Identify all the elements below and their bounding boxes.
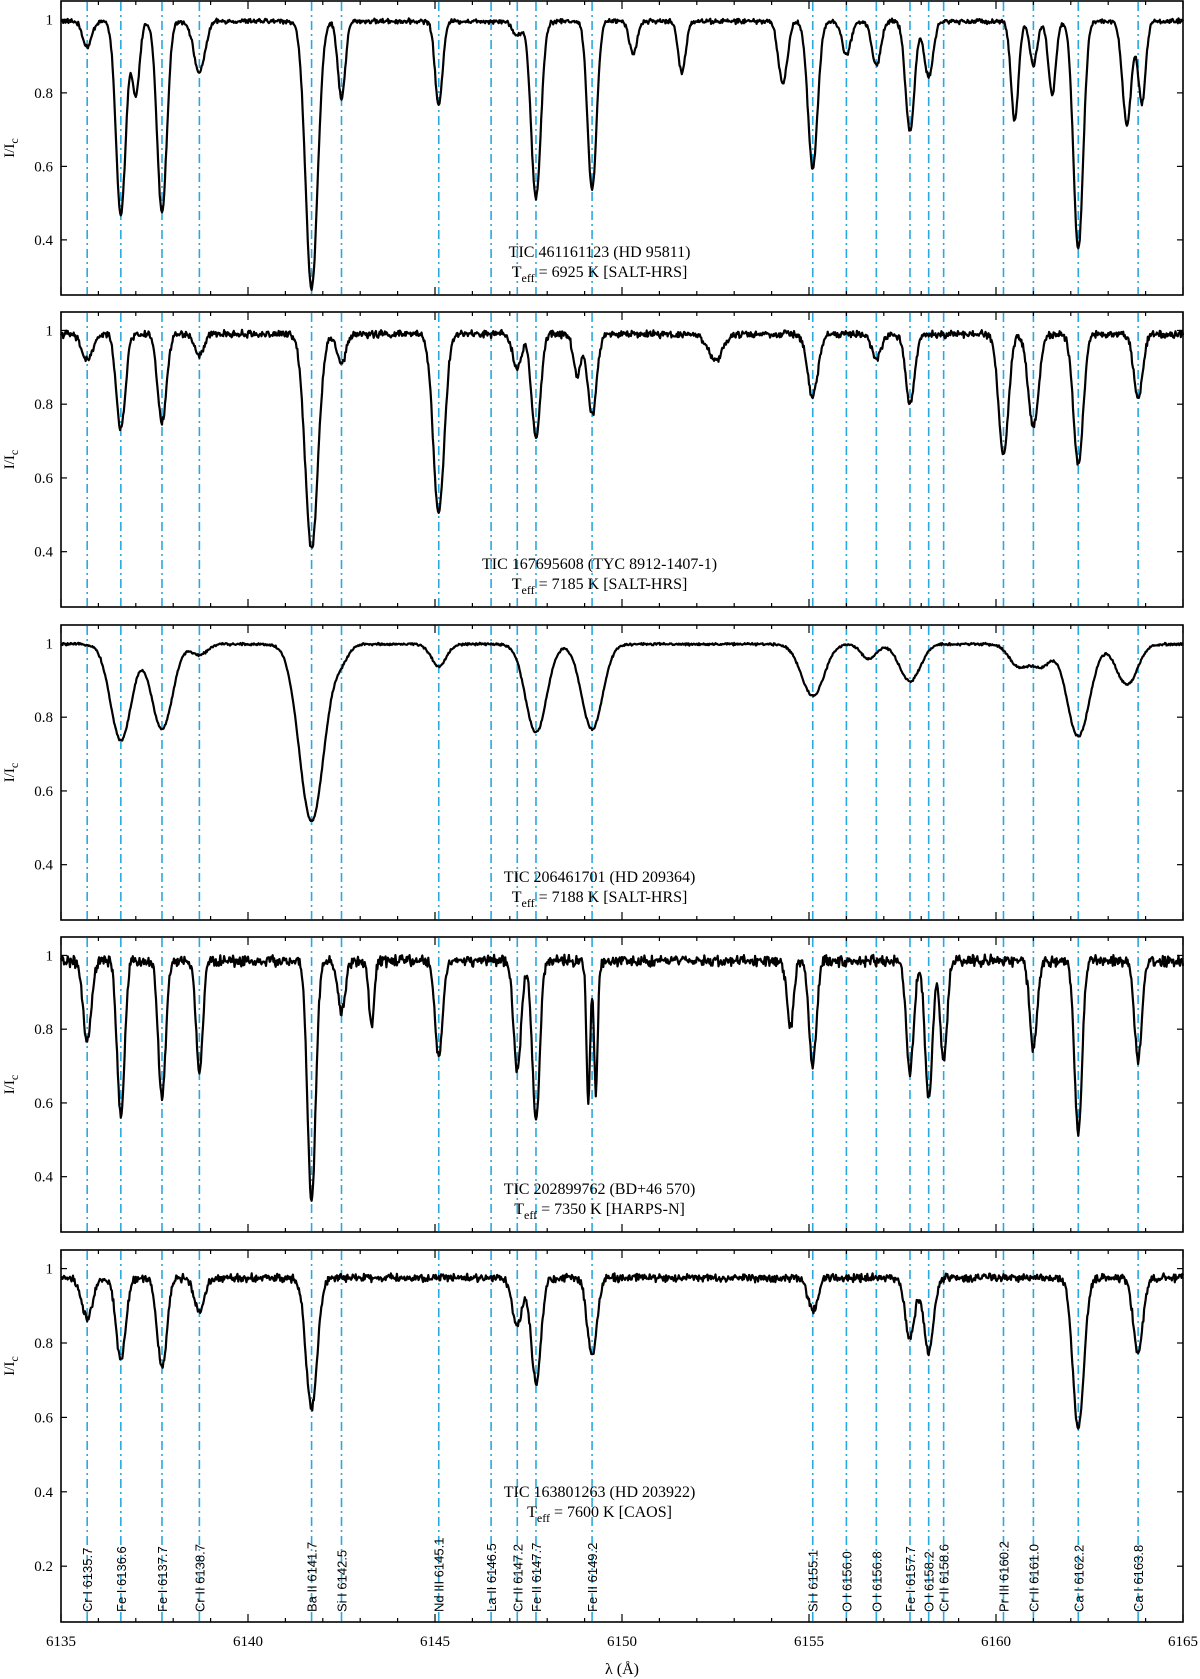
teff-label: Teff = 7188 K [SALT-HRS] [512,889,688,910]
y-tick-label: 0.8 [34,1022,53,1038]
x-tick-label: 6145 [420,1634,450,1650]
spectrum-panel-5: 0.2 0.4 0.6 0.8 1 I/Ic TIC 163801263 (HD 20392… [2,1249,1198,1678]
x-tick-label: 6150 [607,1634,637,1650]
y-tick-label: 0.6 [34,471,53,487]
line-id-label: Cr II 6138.7 [192,1544,207,1612]
teff-label: Teff = 6925 K [SALT-HRS] [512,264,688,285]
x-tick-label: 6165 [1168,1634,1198,1650]
target-name: TIC 167695608 (TYC 8912-1407-1) [482,556,717,573]
y-tick-label: 0.4 [34,545,53,561]
line-id-label: Cr II 6161.0 [1026,1544,1041,1612]
y-axis-label: I/Ic [2,1356,21,1376]
line-id-label: O I 6156.0 [839,1551,854,1612]
y-tick-label: 0.4 [34,233,53,249]
y-tick-label: 1 [46,948,54,964]
x-tick-label: 6140 [233,1634,263,1650]
target-name: TIC 163801263 (HD 203922) [504,1484,696,1501]
line-id-label: Fe I 6157.7 [903,1546,918,1612]
line-id-label: Fe I 6137.7 [155,1546,170,1612]
y-axis-label: I/Ic [2,138,21,158]
spectrum-panel-2: 0.4 0.6 0.8 1 I/Ic TIC 167695608 (TYC 8912-14… [2,311,1185,608]
line-id-label: Si I 6155.1 [806,1550,821,1612]
line-id-label: Si I 6142.5 [335,1550,350,1612]
y-tick-label: 0.6 [34,1096,53,1112]
y-tick-label: 0.4 [34,1170,53,1186]
plot-frame [60,1249,1184,1623]
y-tick-label: 0.4 [34,858,53,874]
y-tick-label: 0.8 [34,1336,53,1352]
teff-label: Teff = 7600 K [CAOS] [527,1504,672,1525]
y-tick-label: 1 [46,1262,54,1278]
line-id-label: Nd III 6145.1 [432,1538,447,1612]
target-name: TIC 461161123 (HD 95811) [509,244,691,261]
spectrum-line [60,1272,1185,1430]
target-name: TIC 206461701 (HD 209364) [504,869,696,886]
y-tick-label: 0.8 [34,710,53,726]
y-tick-label: 0.6 [34,784,53,800]
spectrum-panel-4: 0.4 0.6 0.8 1 I/Ic TIC 202899762 (BD+46 570) T… [2,936,1185,1233]
y-tick-label: 1 [46,323,54,339]
line-id-label: Fe II 6147.7 [529,1543,544,1612]
teff-label: Teff = 7350 K [HARPS-N] [514,1201,685,1222]
x-tick-label: 6135 [46,1634,76,1650]
x-tick-label: 6160 [981,1634,1011,1650]
spectrum-line [60,328,1185,549]
line-id-label: Ba II 6141.7 [305,1542,320,1612]
line-id-label: O I 6156.8 [869,1551,884,1612]
y-axis-label: I/Ic [2,1075,21,1095]
line-id-label: Ca I 6163.8 [1131,1545,1146,1612]
y-tick-label: 0.4 [34,1485,53,1501]
y-tick-label: 1 [46,636,54,652]
y-axis-label: I/Ic [2,450,21,470]
line-id-label: Cr II 6158.6 [937,1544,952,1612]
y-tick-label: 0.6 [34,159,53,175]
spectrum-panel-3: 0.4 0.6 0.8 1 I/Ic TIC 206461701 (HD 209364) T… [2,624,1184,921]
line-id-label: Pr III 6160.2 [996,1541,1011,1612]
spectrum-line [59,953,1185,1202]
line-id-label: Fe II 6149.2 [585,1543,600,1612]
line-id-label: Ca I 6162.2 [1071,1545,1086,1612]
target-name: TIC 202899762 (BD+46 570) [504,1181,696,1198]
line-id-label: Cr I 6135.7 [80,1548,95,1612]
line-id-label: Cr II 6147.2 [510,1544,525,1612]
y-tick-label: 0.6 [34,1410,53,1426]
line-id-label: O I 6158.2 [922,1551,937,1612]
spectrum-line [60,17,1185,291]
y-axis-label: I/Ic [2,763,21,783]
line-id-label: La II 6146.5 [484,1543,499,1612]
x-tick-label: 6155 [794,1634,824,1650]
x-axis-label: λ (Å) [605,1660,639,1678]
y-tick-label: 0.2 [34,1559,53,1575]
spectrum-line [60,641,1184,823]
spectrum-panel-1: 0.4 0.6 0.8 1 I/Ic TIC 461161123 (HD 95811) Te… [2,0,1185,296]
line-id-label: Fe I 6136.6 [114,1546,129,1612]
y-tick-label: 0.8 [34,86,53,102]
y-tick-label: 1 [46,12,54,28]
teff-label: Teff = 7185 K [SALT-HRS] [512,576,688,597]
y-tick-label: 0.8 [34,397,53,413]
